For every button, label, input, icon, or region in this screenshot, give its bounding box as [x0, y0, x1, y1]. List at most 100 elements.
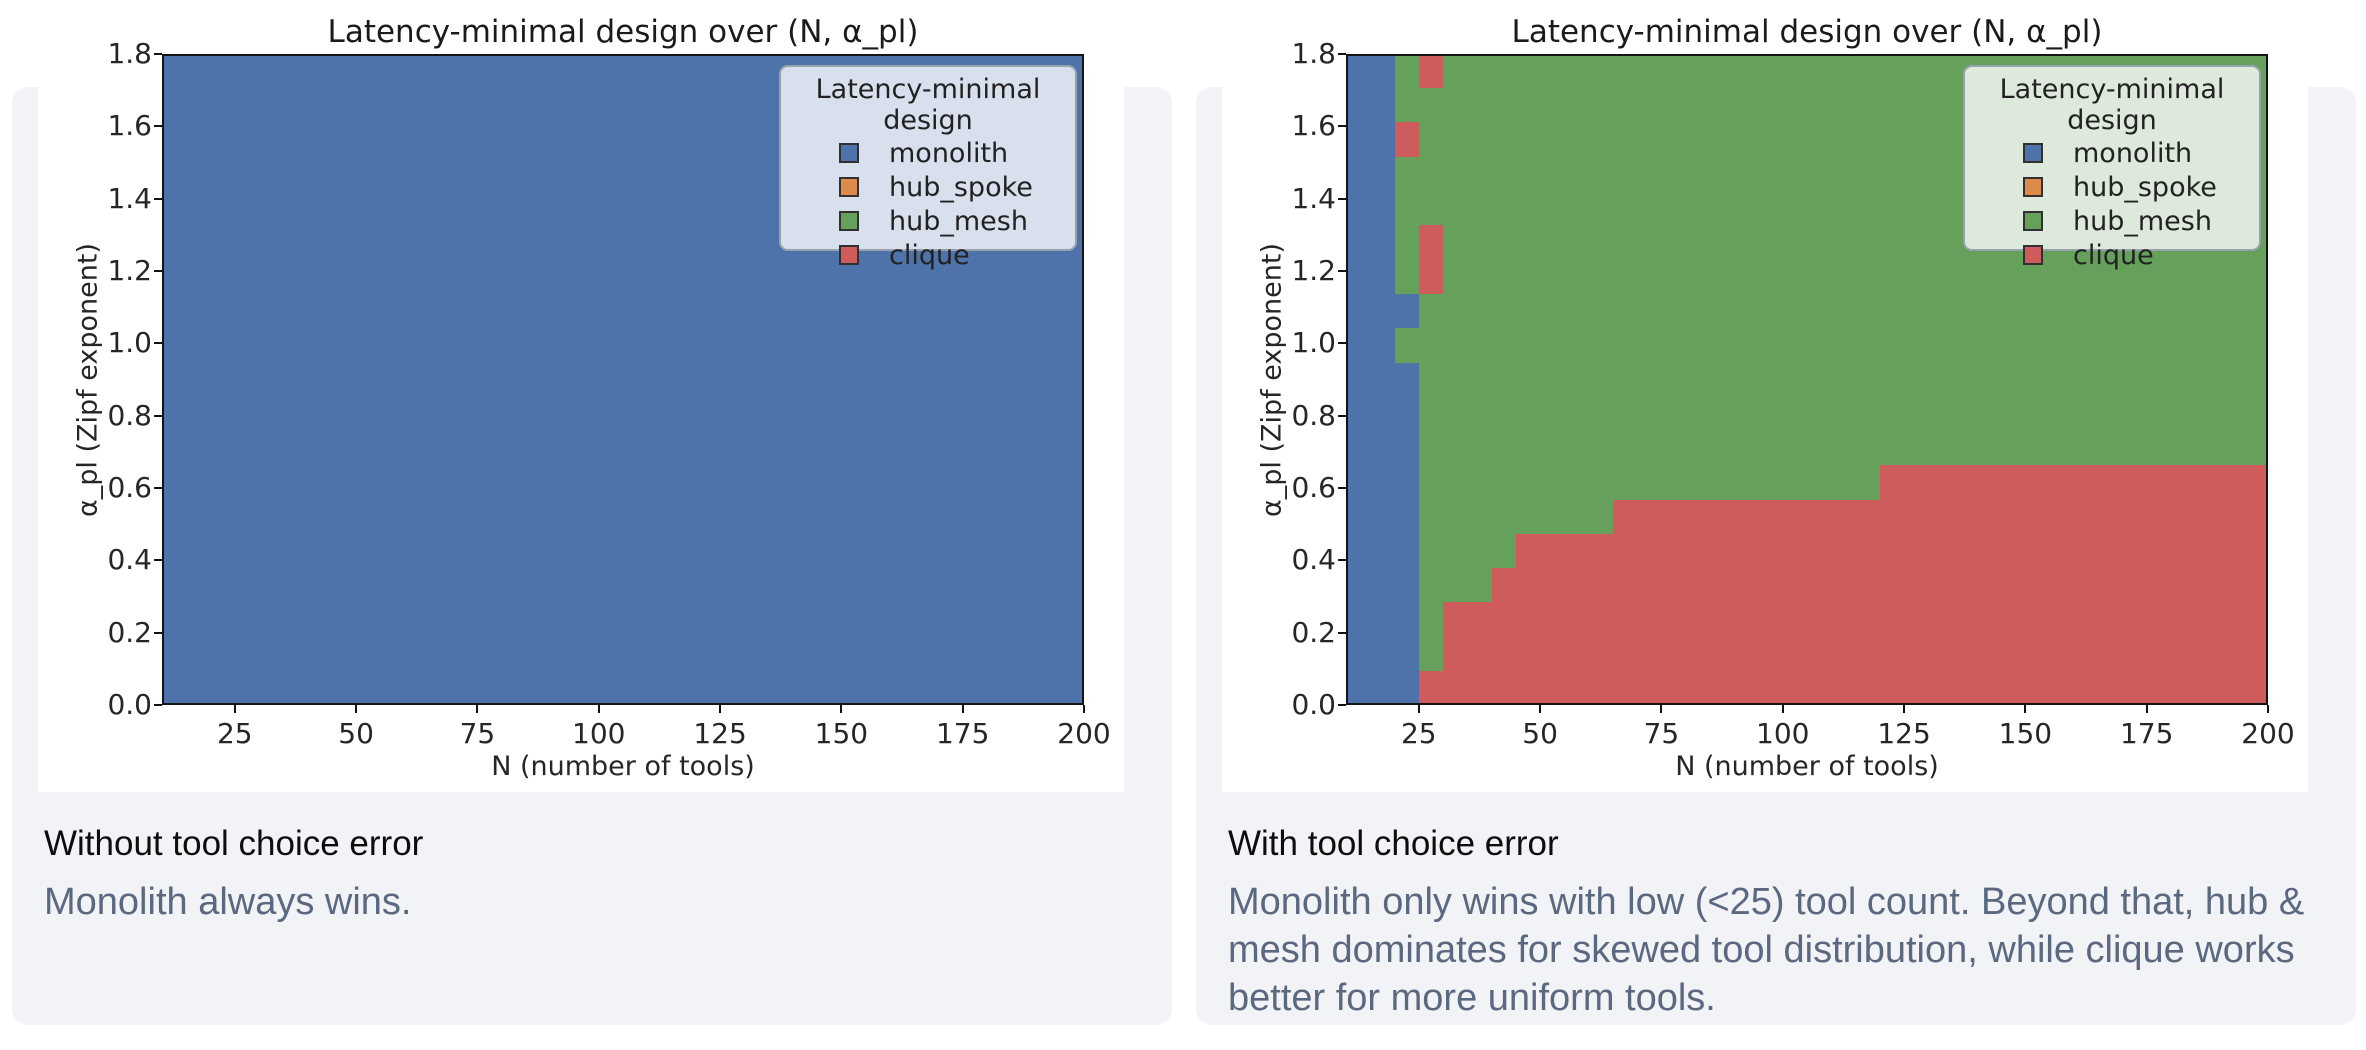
y-tick-label: 1.8: [107, 37, 152, 70]
phase-region-monolith: [1394, 362, 1419, 705]
x-tick: [476, 705, 479, 713]
y-tick: [1338, 125, 1346, 128]
x-tick: [1781, 705, 1784, 713]
x-tick: [233, 705, 236, 713]
legend-entry-monolith: monolith: [2023, 136, 2259, 170]
x-tick: [1903, 705, 1906, 713]
y-tick-label: 1.6: [1291, 109, 1336, 143]
phase-region-clique: [1879, 465, 2268, 705]
x-tick: [1660, 705, 1663, 713]
x-tick: [961, 705, 964, 713]
x-tick: [1083, 705, 1085, 713]
y-tick-label: 0.8: [107, 398, 152, 432]
y-tick-label: 0.6: [107, 471, 152, 504]
y-tick-label: 1.4: [107, 181, 152, 215]
y-tick-label: 0.8: [1291, 398, 1336, 432]
y-tick: [1338, 53, 1346, 55]
y-tick-label: 0.2: [1291, 615, 1336, 649]
x-axis-label: N (number of tools): [491, 751, 755, 782]
x-tick: [355, 705, 358, 713]
phase-region-clique: [1612, 499, 1880, 705]
x-tick-label: 200: [1057, 717, 1111, 750]
x-tick-label: 100: [1756, 717, 1810, 750]
phase-region-clique: [1394, 122, 1419, 157]
caption-heading-left: Without tool choice error: [44, 824, 424, 863]
x-tick: [2145, 705, 2148, 713]
y-tick-label: 0.6: [1291, 471, 1336, 504]
legend-entry-label: hub_mesh: [889, 205, 1028, 237]
legend-entry-label: monolith: [889, 137, 1009, 169]
y-tick-label: 1.0: [1291, 326, 1336, 360]
legend-entry-label: hub_mesh: [2073, 205, 2212, 237]
x-tick-label: 25: [1400, 717, 1437, 750]
x-tick-label: 150: [1998, 717, 2053, 750]
y-tick: [154, 704, 162, 706]
x-tick: [719, 705, 722, 713]
x-tick-label: 100: [572, 717, 626, 750]
x-tick-label: 125: [1877, 717, 1931, 750]
y-tick: [1338, 270, 1346, 272]
x-tick-label: 25: [216, 717, 253, 750]
y-tick: [154, 125, 162, 128]
phase-region-clique: [1515, 533, 1613, 705]
y-tick-label: 0.4: [107, 543, 152, 577]
phase-region-monolith: [1346, 54, 1395, 705]
x-tick: [2024, 705, 2027, 713]
y-tick: [1338, 631, 1346, 634]
y-tick: [154, 559, 162, 562]
y-tick: [1338, 487, 1346, 489]
clique-swatch-icon: [839, 245, 859, 265]
x-tick-label: 50: [1522, 717, 1558, 750]
y-tick: [1338, 342, 1346, 345]
y-tick-label: 1.4: [1291, 181, 1336, 215]
x-tick: [597, 705, 600, 713]
hub_spoke-swatch-icon: [2023, 177, 2043, 197]
legend-title: Latency-minimal design: [1999, 74, 2225, 136]
y-tick: [154, 487, 162, 489]
x-tick: [1539, 705, 1542, 713]
chart-title: Latency-minimal design over (N, α_pl): [1511, 14, 2103, 50]
y-tick-label: 0.0: [1291, 688, 1336, 721]
y-axis-label: α_pl (Zipf exponent): [72, 243, 104, 518]
legend-entry-hub_spoke: hub_spoke: [2023, 170, 2259, 204]
y-tick: [1338, 559, 1346, 562]
x-tick-label: 175: [935, 717, 990, 750]
chart-title: Latency-minimal design over (N, α_pl): [327, 14, 919, 50]
x-tick-label: 50: [338, 717, 374, 750]
legend-entry-clique: clique: [2023, 238, 2259, 272]
legend-entry-hub_spoke: hub_spoke: [839, 170, 1075, 204]
legend-entry-label: clique: [2073, 239, 2154, 271]
legend: Latency-minimal design monolith hub_spoke…: [779, 65, 1077, 271]
y-tick-label: 0.2: [107, 615, 152, 649]
y-tick-label: 1.8: [1291, 37, 1336, 70]
phase-region-clique: [1491, 567, 1516, 705]
x-axis-label: N (number of tools): [1675, 751, 1939, 782]
legend: Latency-minimal design monolith hub_spoke…: [1963, 65, 2261, 271]
x-tick: [2267, 705, 2269, 713]
y-tick-label: 1.6: [107, 109, 152, 143]
legend-entry-clique: clique: [839, 238, 1075, 272]
monolith-swatch-icon: [2023, 143, 2043, 163]
phase-region-clique: [1418, 225, 1444, 294]
chart-figure-left: Latency-minimal design over (N, α_pl) α_…: [38, 0, 1124, 792]
y-tick: [154, 53, 162, 55]
legend-entry-hub_mesh: hub_mesh: [839, 204, 1075, 238]
caption-body-left: Monolith always wins.: [44, 881, 412, 923]
x-tick-label: 75: [459, 717, 496, 750]
y-axis-label: α_pl (Zipf exponent): [1256, 243, 1288, 518]
hub_mesh-swatch-icon: [2023, 211, 2043, 231]
y-tick: [154, 197, 162, 200]
hub_spoke-swatch-icon: [839, 177, 859, 197]
y-tick-label: 1.0: [107, 326, 152, 360]
y-tick: [154, 342, 162, 345]
y-tick: [154, 270, 162, 272]
caption-heading-right: With tool choice error: [1228, 824, 1559, 863]
chart-figure-right: Latency-minimal design over (N, α_pl) α_…: [1222, 0, 2308, 792]
x-tick-label: 150: [814, 717, 869, 750]
legend-entry-monolith: monolith: [839, 136, 1075, 170]
phase-region-clique: [1418, 670, 1444, 705]
y-tick: [154, 631, 162, 634]
x-tick-label: 75: [1643, 717, 1680, 750]
phase-region-clique: [1418, 54, 1444, 89]
y-tick: [154, 414, 162, 417]
